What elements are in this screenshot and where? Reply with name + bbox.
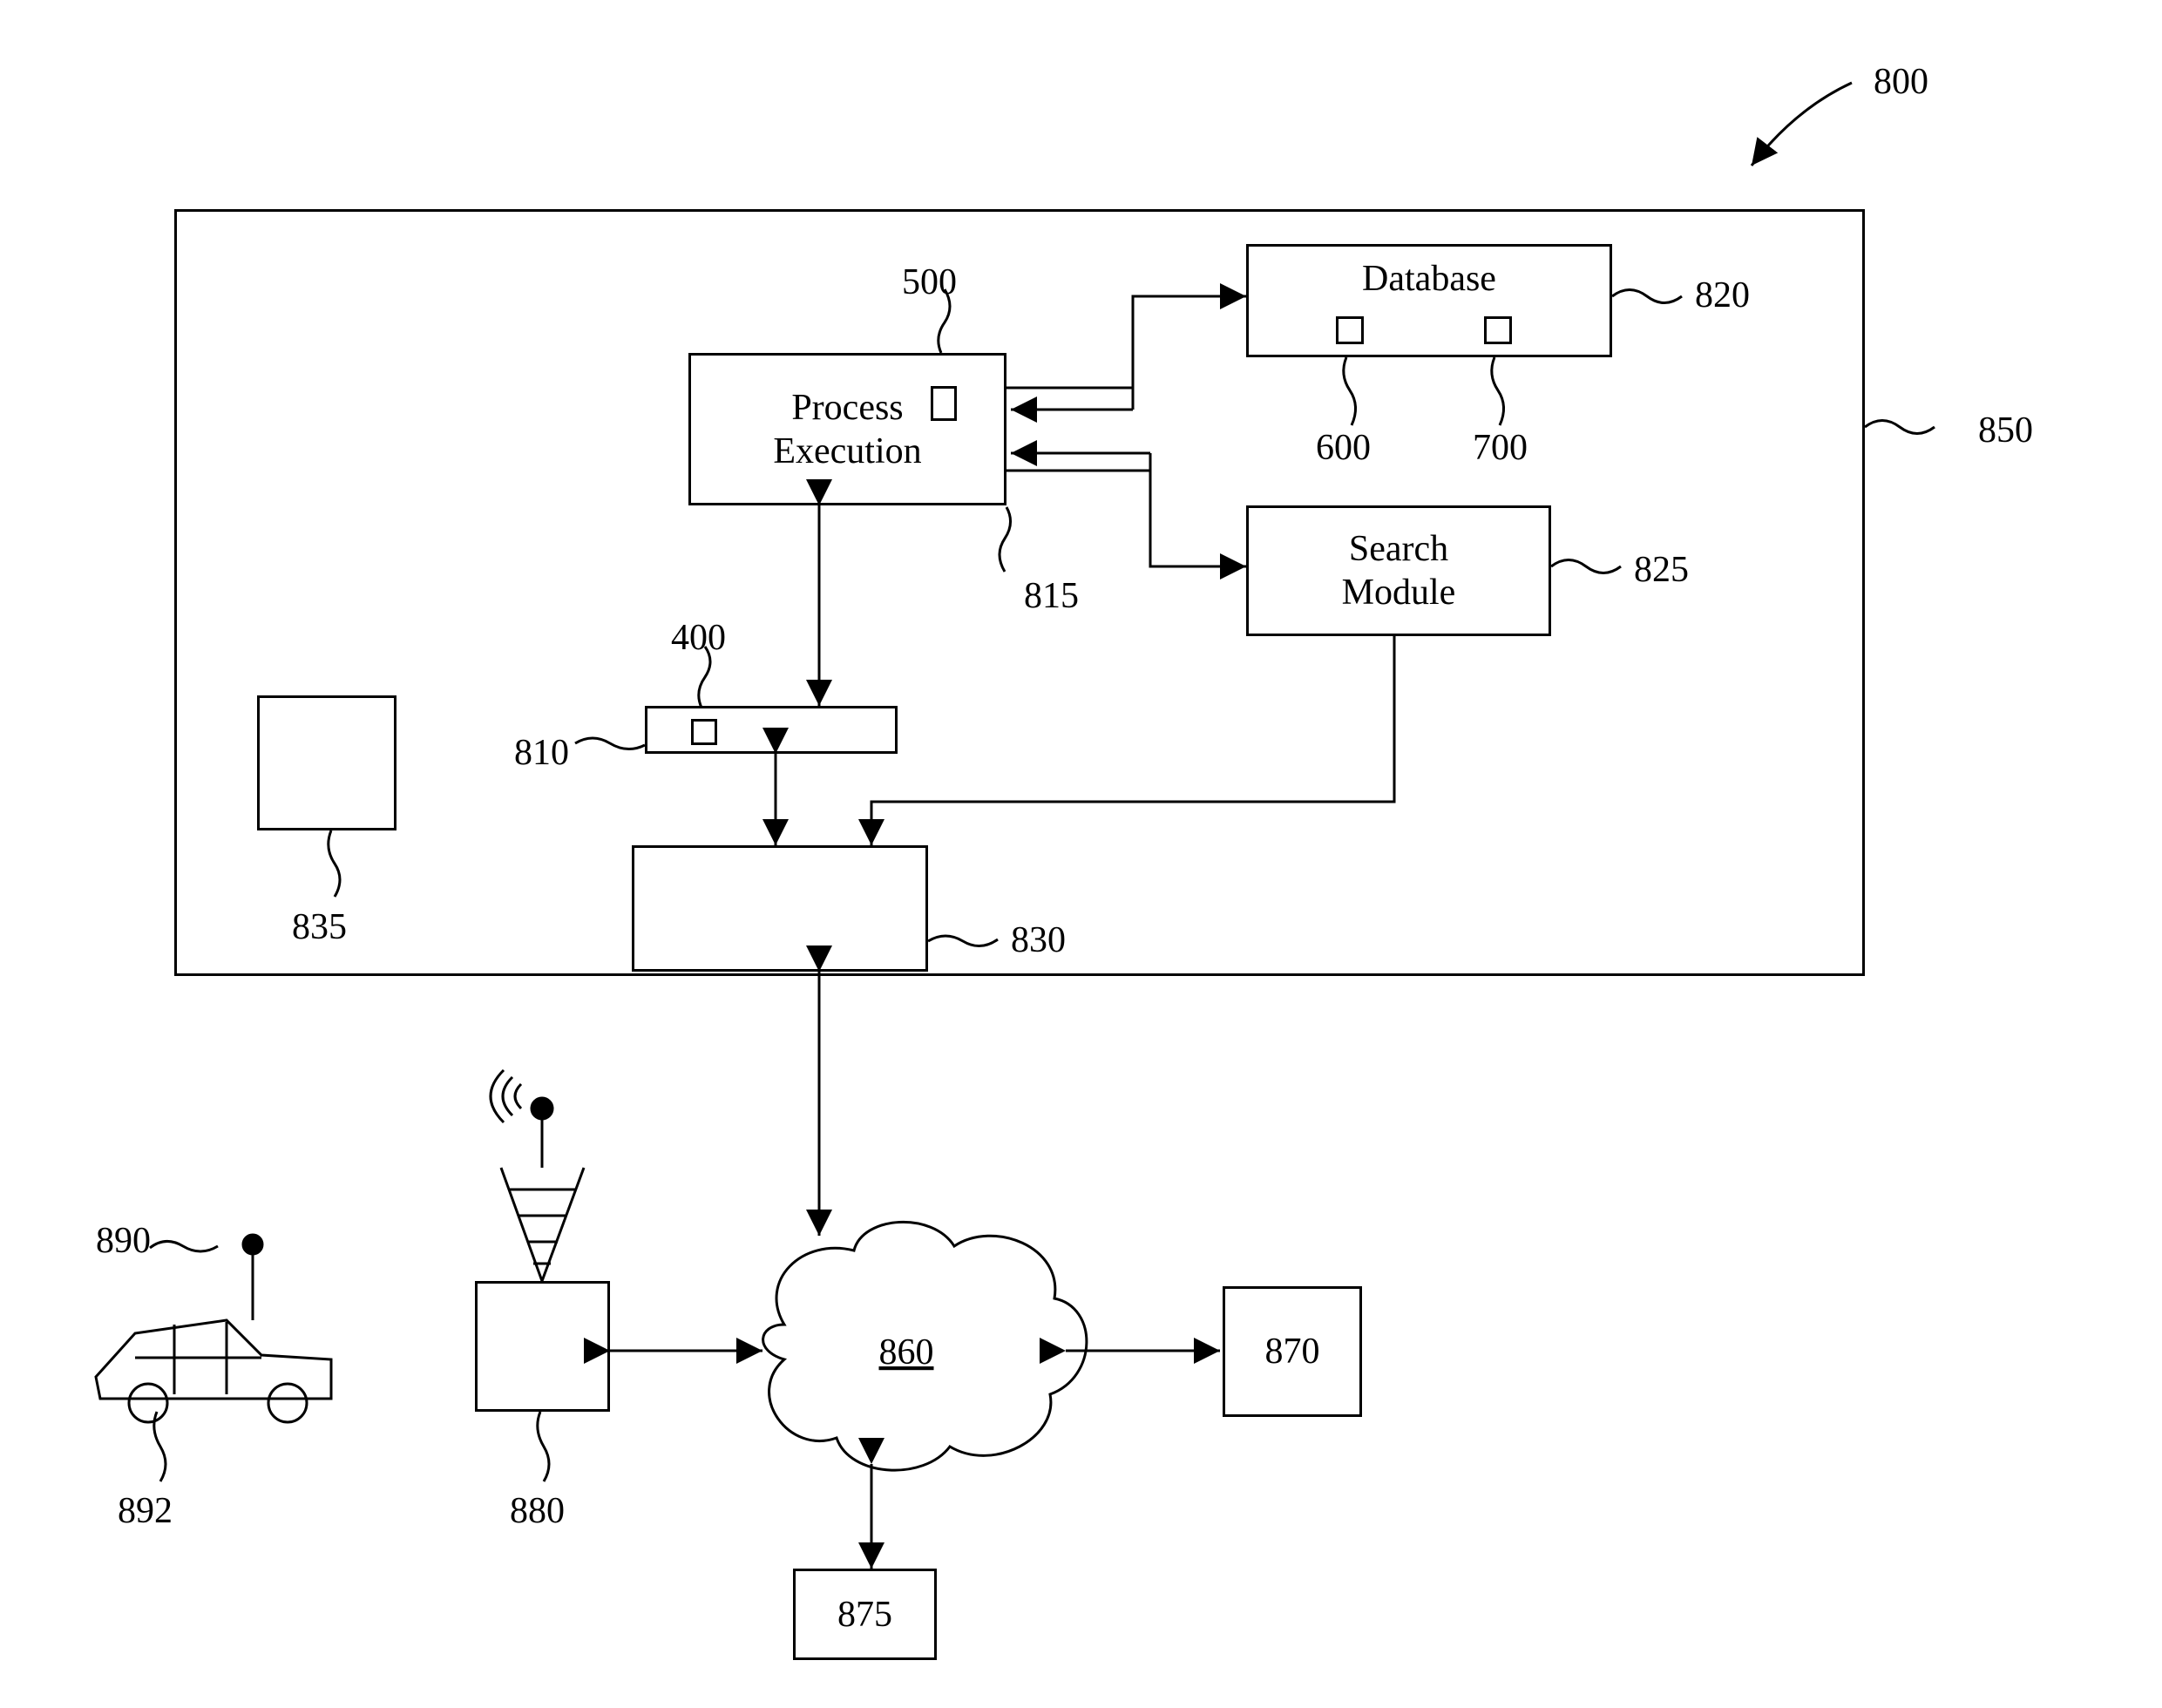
database-label: Database [1249,247,1610,301]
ref-700: 700 [1473,427,1528,469]
leader-880 [538,1412,549,1481]
process-execution-box: Process Execution [688,353,1006,505]
client-875: 875 [793,1569,937,1660]
tower-icon [491,1070,584,1281]
search-module-box: Search Module [1246,505,1551,636]
ref-890: 890 [96,1220,151,1262]
database-box: Database [1246,244,1612,357]
tower-box-880 [475,1281,610,1412]
ref-880: 880 [510,1490,565,1532]
ref-825: 825 [1634,549,1689,591]
ref-800: 800 [1874,61,1928,103]
ref-850: 850 [1978,410,2033,451]
ref-400: 400 [671,617,726,659]
search-label-line2: Module [1249,571,1549,614]
cloud-label: 860 [879,1332,934,1372]
ref-835: 835 [292,906,347,948]
process-label-line1: Process [691,356,1004,430]
box-810 [645,706,898,754]
ref-600: 600 [1316,427,1371,469]
ref-830: 830 [1011,919,1066,961]
db-item-600 [1336,316,1364,344]
client-870: 870 [1223,1286,1362,1417]
box-830 [632,845,928,972]
car-icon [96,1235,331,1422]
leader-892 [154,1412,166,1481]
client-870-label: 870 [1265,1331,1320,1372]
ref-500: 500 [902,261,957,303]
cloud-860 [763,1222,1087,1470]
client-875-label: 875 [837,1594,892,1636]
leader-850 [1865,421,1935,434]
leader-890 [150,1241,218,1251]
ref-820: 820 [1695,274,1750,316]
ref-815: 815 [1024,575,1079,617]
process-label-line2: Execution [691,430,1004,473]
box-810-inner-400 [691,719,717,745]
search-label-line1: Search [1249,508,1549,571]
ref-arrow-800 [1752,83,1852,166]
db-item-700 [1484,316,1512,344]
ref-892: 892 [118,1490,173,1532]
process-inner-500 [931,386,957,421]
box-835 [257,695,396,830]
ref-810: 810 [514,732,569,774]
